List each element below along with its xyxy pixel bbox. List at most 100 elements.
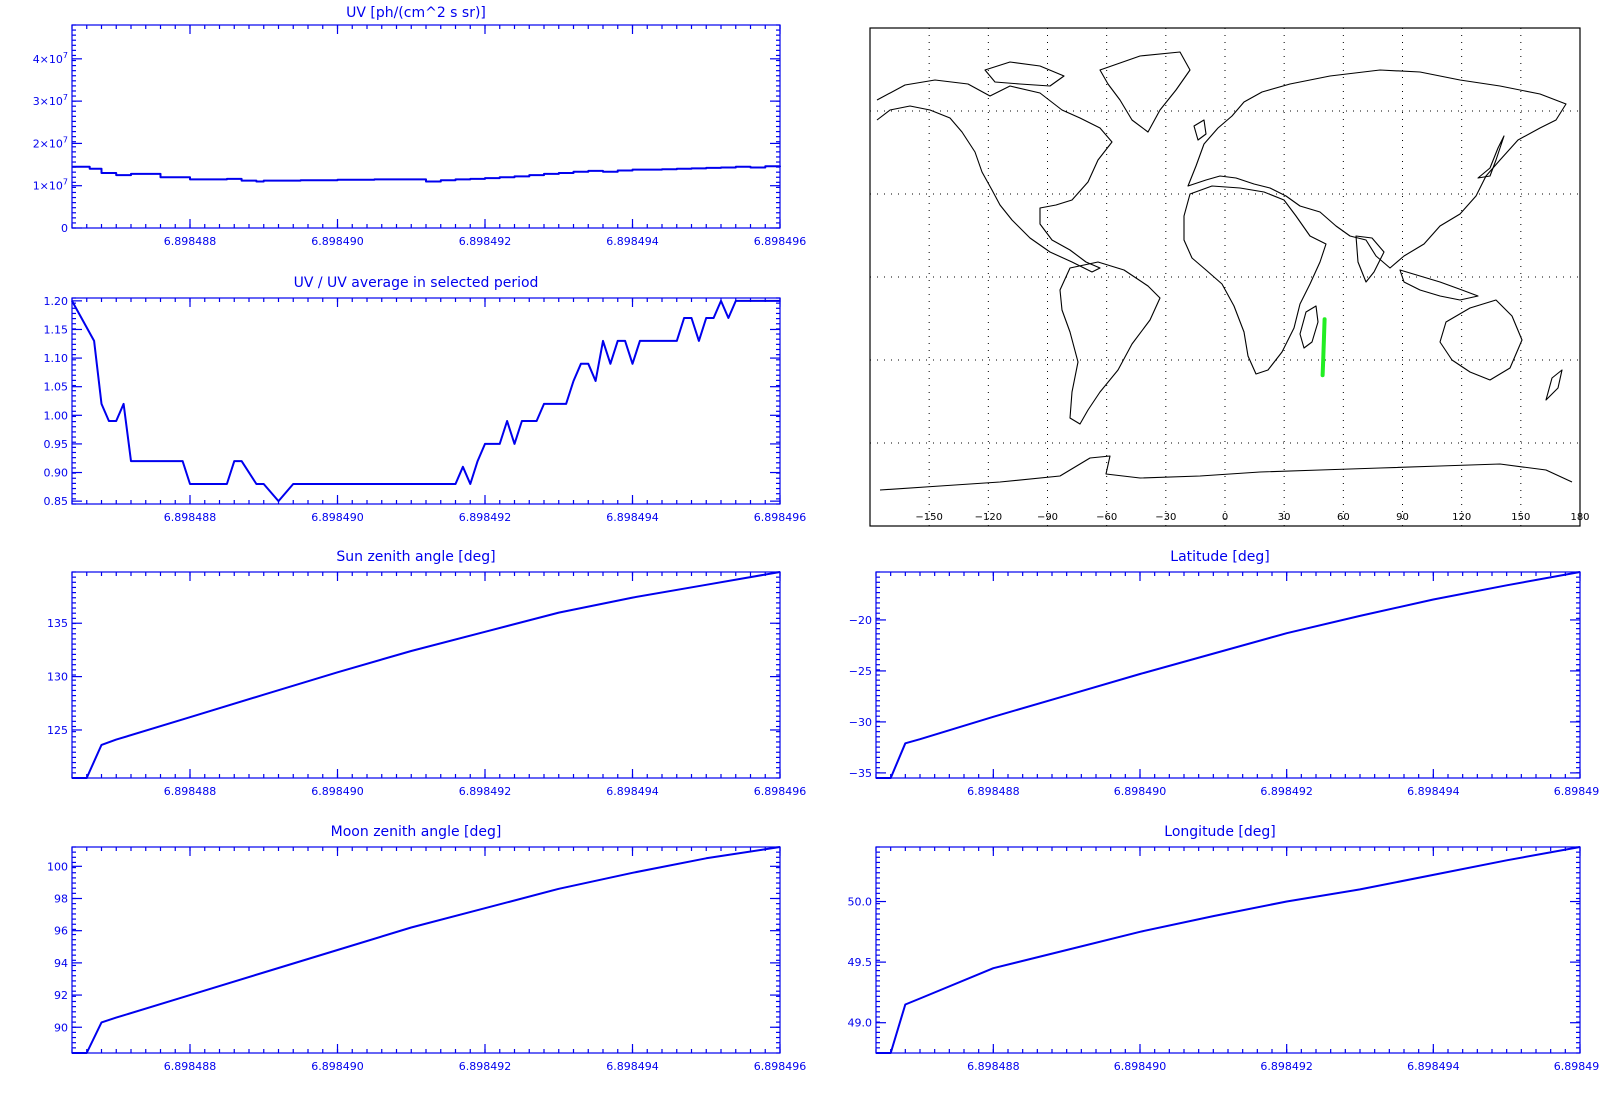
sun-zenith-title: Sun zenith angle [deg] xyxy=(336,549,495,565)
y-tick-label: 1.20 xyxy=(44,295,69,308)
x-tick-label: 6.898488 xyxy=(164,785,217,798)
x-tick-label: 6.898492 xyxy=(459,235,512,248)
y-tick-label: 100 xyxy=(47,860,68,873)
map-tick-label: −150 xyxy=(915,512,942,523)
x-tick-label: 6.898494 xyxy=(606,1060,659,1073)
x-tick-label: 6.898494 xyxy=(1407,785,1460,798)
latitude-title: Latitude [deg] xyxy=(1170,549,1269,565)
y-tick-label: 0.90 xyxy=(44,467,69,480)
y-tick-label: 2×107 xyxy=(33,135,68,150)
plot-frame xyxy=(72,298,780,504)
sun-zenith-ticks: 6.898488 6.898490 6.898492 6.898494 6.898496… xyxy=(47,572,806,798)
moon-zenith-series xyxy=(72,847,780,1053)
series-line xyxy=(72,572,780,778)
moon-zenith-title: Moon zenith angle [deg] xyxy=(331,824,502,840)
x-tick-label: 6.898490 xyxy=(1114,1060,1167,1073)
x-tick-label: 6.898494 xyxy=(1407,1060,1460,1073)
plot-frame xyxy=(876,847,1580,1053)
series-line xyxy=(72,166,780,182)
y-tick-label: 130 xyxy=(47,671,68,684)
x-tick-label: 6.898488 xyxy=(164,1060,217,1073)
x-tick-label: 6.898496 xyxy=(754,785,807,798)
y-tick-label: 4×107 xyxy=(33,51,68,66)
y-tick-label: 1.10 xyxy=(44,352,69,365)
y-tick-label: 98 xyxy=(54,893,68,906)
x-tick-label: 6.898492 xyxy=(459,1060,512,1073)
y-tick-label: 1.15 xyxy=(44,323,69,336)
y-tick-label: 96 xyxy=(54,925,68,938)
track-line xyxy=(1323,319,1325,375)
y-tick-label: 125 xyxy=(47,724,68,737)
y-tick-exponent: 7 xyxy=(63,135,68,144)
y-tick-label: −35 xyxy=(849,767,872,780)
x-tick-label: 6.898496 xyxy=(1554,785,1600,798)
map-tick-label: 90 xyxy=(1396,512,1409,523)
series-line xyxy=(876,847,1580,1053)
latitude-series xyxy=(876,572,1580,778)
x-tick-label: 6.898496 xyxy=(754,511,807,524)
sun-zenith-series xyxy=(72,572,780,778)
latitude-ticks: 6.898488 6.898490 6.898492 6.898494 6.898496… xyxy=(849,572,1600,798)
y-tick-label: 50.0 xyxy=(848,896,873,909)
x-tick-label: 6.898490 xyxy=(311,1060,364,1073)
moon-zenith-panel: Moon zenith angle [deg] 6.898488 6.898490… xyxy=(47,824,806,1073)
map-tick-label: 120 xyxy=(1452,512,1471,523)
x-tick-label: 6.898492 xyxy=(459,785,512,798)
uv-ratio-panel: UV / UV average in selected period 6.898… xyxy=(44,275,807,524)
x-tick-label: 6.898496 xyxy=(754,235,807,248)
longitude-series xyxy=(876,847,1580,1053)
x-tick-label: 6.898490 xyxy=(1114,785,1167,798)
map-tick-label: −30 xyxy=(1155,512,1176,523)
y-tick-label: −30 xyxy=(849,716,872,729)
map-tick-label: 60 xyxy=(1337,512,1350,523)
y-tick-label: 1×107 xyxy=(33,178,68,193)
plot-frame xyxy=(72,847,780,1053)
map-tick-label: 180 xyxy=(1570,512,1589,523)
x-tick-label: 6.898492 xyxy=(1260,785,1313,798)
y-tick-label: 135 xyxy=(47,617,68,630)
x-tick-label: 6.898496 xyxy=(754,1060,807,1073)
uv-ratio-title: UV / UV average in selected period xyxy=(294,275,539,291)
plot-frame xyxy=(876,572,1580,778)
x-tick-label: 6.898496 xyxy=(1554,1060,1600,1073)
x-tick-label: 6.898492 xyxy=(1260,1060,1313,1073)
map-tick-label: 150 xyxy=(1511,512,1530,523)
y-tick-exponent: 7 xyxy=(63,51,68,60)
x-tick-label: 6.898492 xyxy=(459,511,512,524)
uv-series xyxy=(72,166,780,182)
y-tick-label: 3×107 xyxy=(33,93,68,108)
y-tick-label: 1.00 xyxy=(44,409,69,422)
map-tick-label: 30 xyxy=(1278,512,1291,523)
longitude-title: Longitude [deg] xyxy=(1164,824,1275,840)
x-tick-label: 6.898494 xyxy=(606,785,659,798)
longitude-panel: Longitude [deg] 6.898488 6.898490 6.898492… xyxy=(848,824,1600,1073)
moon-zenith-ticks: 6.898488 6.898490 6.898492 6.898494 6.898496… xyxy=(47,847,806,1073)
y-tick-label: 0.95 xyxy=(44,438,69,451)
satellite-track xyxy=(1323,319,1325,375)
y-tick-label: −20 xyxy=(849,614,872,627)
series-line xyxy=(72,847,780,1053)
y-tick-label: 90 xyxy=(54,1021,68,1034)
x-tick-label: 6.898490 xyxy=(311,785,364,798)
x-tick-label: 6.898488 xyxy=(967,785,1020,798)
uv-ratio-series xyxy=(72,301,780,501)
y-tick-label: 0 xyxy=(61,222,68,235)
map-frame xyxy=(870,28,1580,526)
series-line xyxy=(72,301,780,501)
y-tick-exponent: 7 xyxy=(63,178,68,187)
longitude-ticks: 6.898488 6.898490 6.898492 6.898494 6.898496… xyxy=(848,847,1600,1073)
x-tick-label: 6.898488 xyxy=(967,1060,1020,1073)
map-tick-label: −120 xyxy=(975,512,1002,523)
y-tick-label: 49.0 xyxy=(848,1017,873,1030)
map-tick-label: 0 xyxy=(1222,512,1228,523)
y-tick-label: 49.5 xyxy=(848,956,873,969)
plot-frame xyxy=(72,25,780,228)
x-tick-label: 6.898490 xyxy=(311,235,364,248)
y-tick-label: −25 xyxy=(849,665,872,678)
